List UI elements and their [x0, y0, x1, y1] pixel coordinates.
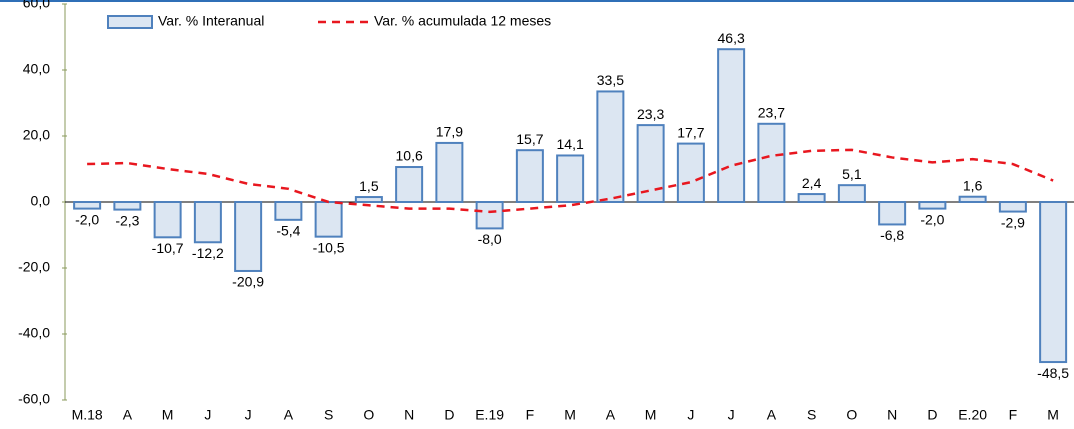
data-label: 23,3	[637, 106, 664, 122]
x-tick-label: A	[284, 407, 294, 423]
data-label: 23,7	[758, 104, 785, 120]
bar	[113, 201, 142, 211]
data-label: 17,9	[436, 124, 463, 140]
bar	[314, 201, 343, 238]
bar	[153, 201, 182, 239]
x-tick-label: N	[887, 407, 897, 423]
x-tick-label: F	[526, 407, 535, 423]
x-tick-label: F	[1009, 407, 1018, 423]
x-tick-label: M	[162, 407, 174, 423]
legend-label: Var. % Interanual	[158, 13, 264, 29]
data-label: -2,9	[1001, 214, 1025, 230]
bar	[918, 201, 947, 210]
bar	[435, 141, 464, 203]
x-tick-label: A	[767, 407, 777, 423]
x-tick-label: J	[204, 407, 211, 423]
data-label: -20,9	[232, 274, 264, 290]
bar	[636, 124, 665, 203]
x-tick-label: M	[645, 407, 657, 423]
bar	[556, 154, 585, 203]
bar	[193, 201, 222, 244]
x-tick-label: E.19	[475, 407, 504, 423]
data-label: -2,3	[115, 212, 139, 228]
data-label: -48,5	[1037, 365, 1069, 381]
bar	[717, 48, 746, 203]
x-tick-label: M	[1047, 407, 1059, 423]
y-tick-label: 60,0	[23, 0, 50, 11]
y-tick-label: 0,0	[31, 193, 51, 209]
bar	[475, 201, 504, 230]
y-tick-label: 40,0	[23, 61, 50, 77]
bar	[676, 142, 705, 203]
data-label: 33,5	[597, 72, 624, 88]
y-tick-label: -20,0	[18, 259, 50, 275]
bar	[878, 201, 907, 226]
y-tick-label: -40,0	[18, 325, 50, 341]
data-label: -8,0	[478, 231, 502, 247]
line	[87, 148, 1054, 214]
data-label: -5,4	[276, 223, 300, 239]
data-label: 1,5	[359, 178, 379, 194]
x-tick-label: D	[927, 407, 937, 423]
bar	[1039, 201, 1068, 364]
data-label: -10,7	[152, 240, 184, 256]
x-tick-label: M.18	[72, 407, 103, 423]
x-tick-label: S	[324, 407, 333, 423]
x-tick-label: O	[846, 407, 857, 423]
data-label: 46,3	[718, 30, 745, 46]
data-label: 1,6	[963, 177, 983, 193]
bar	[596, 90, 625, 203]
bar	[354, 196, 383, 204]
data-label: -2,0	[920, 211, 944, 227]
data-label: -12,2	[192, 245, 224, 261]
x-tick-label: J	[245, 407, 252, 423]
data-label: 2,4	[802, 175, 822, 191]
data-label: -6,8	[880, 227, 904, 243]
data-label: 5,1	[842, 166, 862, 182]
bar	[797, 193, 826, 204]
data-label: 15,7	[516, 131, 543, 147]
x-tick-label: A	[123, 407, 133, 423]
x-tick-label: A	[606, 407, 616, 423]
data-label: -10,5	[313, 239, 345, 255]
bar	[395, 166, 424, 204]
data-label: 14,1	[557, 136, 584, 152]
y-tick-label: -60,0	[18, 391, 50, 407]
x-tick-label: N	[404, 407, 414, 423]
x-tick-label: J	[687, 407, 694, 423]
x-tick-label: J	[728, 407, 735, 423]
data-label: 10,6	[396, 148, 423, 164]
x-tick-label: S	[807, 407, 816, 423]
bar	[234, 201, 263, 272]
data-label: -2,0	[75, 211, 99, 227]
x-tick-label: E.20	[958, 407, 987, 423]
bar	[998, 201, 1027, 213]
bar	[757, 122, 786, 203]
legend-label: Var. % acumulada 12 meses	[374, 13, 551, 29]
bar	[958, 195, 987, 204]
x-tick-label: O	[363, 407, 374, 423]
x-tick-label: D	[444, 407, 454, 423]
y-tick-label: 20,0	[23, 127, 50, 143]
bar	[515, 149, 544, 204]
bar	[274, 201, 303, 221]
data-label: 17,7	[677, 124, 704, 140]
x-tick-label: M	[564, 407, 576, 423]
bar	[837, 184, 866, 203]
legend-swatch	[107, 15, 153, 29]
bar	[73, 201, 102, 210]
